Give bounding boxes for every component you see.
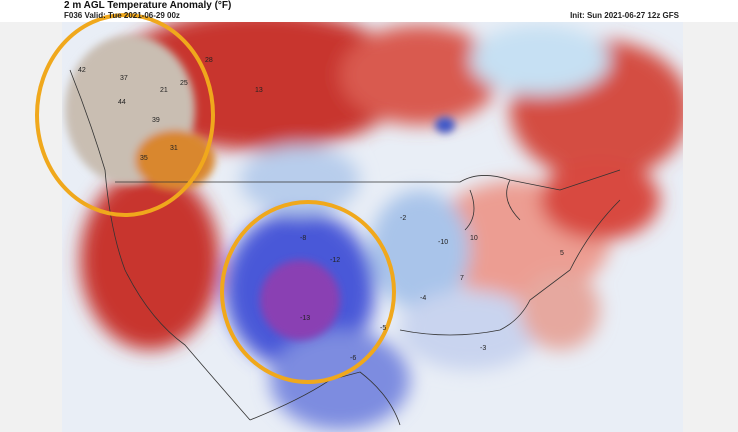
- anomaly-label: 10: [470, 235, 478, 242]
- valid-time: F036 Valid: Tue 2021-06-29 00z: [64, 11, 180, 20]
- anomaly-label: -2: [400, 215, 406, 222]
- anomaly-label: 13: [255, 87, 263, 94]
- anomaly-label: -5: [380, 325, 386, 332]
- map-labels: 42 37 44 39 35 25 28 31 21 13 -8 -10 -12 -13 -5 10 -4 -6 5…: [78, 57, 564, 362]
- header-bar: [0, 0, 738, 22]
- anomaly-label: 21: [160, 87, 168, 94]
- anomaly-label: -8: [300, 235, 306, 242]
- anomaly-label: -10: [438, 239, 448, 246]
- anomaly-label: 42: [78, 67, 86, 74]
- anomaly-label: -12: [330, 257, 340, 264]
- borders: [69, 69, 621, 426]
- anomaly-label: 37: [120, 75, 128, 82]
- anomaly-label: -13: [300, 315, 310, 322]
- anomaly-label: 35: [140, 155, 148, 162]
- anomaly-label: 44: [118, 99, 126, 106]
- map-title: 2 m AGL Temperature Anomaly (°F): [64, 0, 231, 11]
- anomaly-label: 39: [152, 117, 160, 124]
- anomaly-field: [62, 22, 683, 432]
- init-time: Init: Sun 2021-06-27 12z GFS: [570, 11, 680, 20]
- anomaly-label: 25: [180, 80, 188, 87]
- anomaly-label: 31: [170, 145, 178, 152]
- anomaly-label: -3: [480, 345, 486, 352]
- anomaly-label: -6: [350, 355, 356, 362]
- anomaly-label: 7: [460, 275, 464, 282]
- highlight-circle: [220, 200, 396, 384]
- highlight-circle: [35, 13, 215, 217]
- anomaly-label: 28: [205, 57, 213, 64]
- anomaly-label: 5: [560, 250, 564, 257]
- anomaly-label: -4: [420, 295, 426, 302]
